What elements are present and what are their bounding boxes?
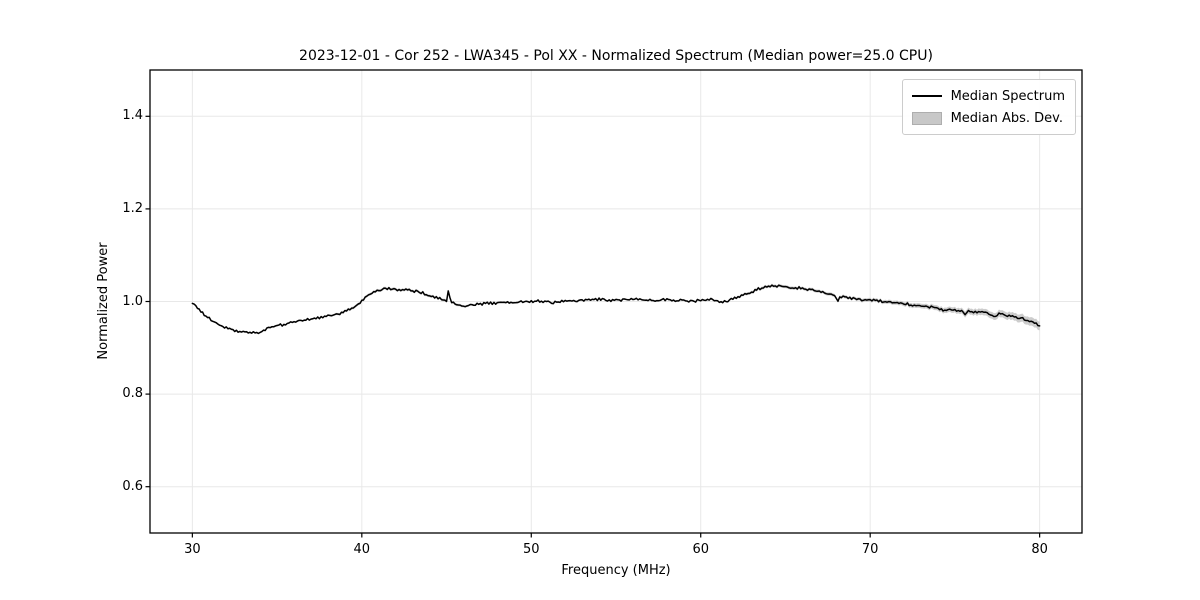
chart-title: 2023-12-01 - Cor 252 - LWA345 - Pol XX -… bbox=[299, 48, 933, 64]
x-axis-label: Frequency (MHz) bbox=[561, 563, 671, 578]
x-tick-label: 60 bbox=[692, 542, 709, 557]
y-tick-label: 1.2 bbox=[122, 200, 143, 216]
x-tick-label: 30 bbox=[184, 542, 201, 557]
x-tick-label: 40 bbox=[353, 542, 371, 557]
legend-entry-median-spectrum: Median Spectrum bbox=[911, 85, 1065, 107]
median-spectrum-line bbox=[191, 284, 1041, 335]
legend-label: Median Abs. Dev. bbox=[950, 110, 1064, 126]
median-abs-dev-band bbox=[192, 283, 1040, 335]
band-patch-icon bbox=[911, 111, 942, 125]
x-tick-label: 70 bbox=[861, 542, 879, 557]
x-tick-label: 50 bbox=[522, 542, 540, 557]
grid-layer bbox=[150, 70, 1082, 533]
legend-label: Median Spectrum bbox=[950, 88, 1065, 104]
y-tick-label: 0.6 bbox=[122, 478, 143, 494]
legend: Median Spectrum Median Abs. Dev. bbox=[901, 79, 1076, 135]
tick-marks bbox=[145, 115, 1041, 538]
legend-entry-median-abs-dev: Median Abs. Dev. bbox=[911, 107, 1065, 129]
line-sample-icon bbox=[911, 95, 942, 97]
y-tick-label: 0.8 bbox=[122, 386, 143, 402]
y-tick-label: 1.0 bbox=[122, 293, 143, 309]
x-tick-label: 80 bbox=[1031, 542, 1048, 557]
y-tick-label: 1.4 bbox=[122, 108, 143, 124]
